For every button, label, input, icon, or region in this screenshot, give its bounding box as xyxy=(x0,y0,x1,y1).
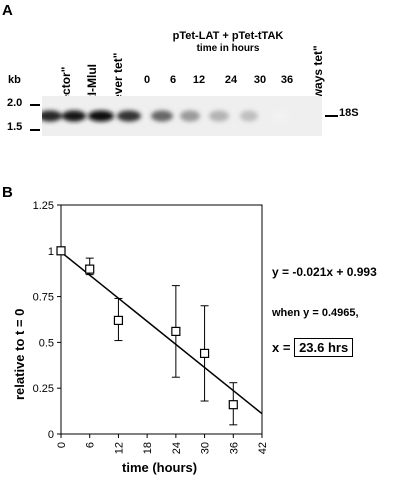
panel-a-letter: A xyxy=(2,2,13,19)
blot-band xyxy=(88,110,114,122)
time-point-label: 24 xyxy=(224,74,238,86)
marker-1-5: 1.5 xyxy=(7,121,23,133)
marker-2-0-tick xyxy=(30,104,40,106)
group-sublabel: time in hours xyxy=(196,43,260,54)
data-point xyxy=(85,264,95,274)
blot-band xyxy=(151,110,173,122)
x-tick-label: 0 xyxy=(56,442,68,448)
blot-band xyxy=(117,110,141,122)
time-point-label: 0 xyxy=(143,74,151,86)
x-tick-label: 42 xyxy=(257,442,269,454)
time-point-label: 6 xyxy=(169,74,177,86)
blot-image xyxy=(42,96,322,136)
condition-text: when y = 0.4965, xyxy=(272,307,359,319)
y-tick-label: 1.25 xyxy=(33,200,54,212)
x-tick-label: 36 xyxy=(228,442,240,454)
marker-2-0: 2.0 xyxy=(7,97,23,109)
fit-line xyxy=(60,251,263,415)
data-point xyxy=(56,246,66,256)
data-point xyxy=(171,326,181,337)
blot-band xyxy=(273,110,289,122)
blot-band xyxy=(42,110,62,122)
x-tick-label: 18 xyxy=(142,442,154,454)
blot-band xyxy=(209,110,229,122)
data-points xyxy=(56,246,238,426)
fit-equation: y = -0.021x + 0.993 xyxy=(272,265,377,279)
marker-1-5-tick xyxy=(30,129,40,131)
x-axis-label: time (hours) xyxy=(122,460,198,475)
data-point xyxy=(113,315,124,326)
plot-frame xyxy=(60,204,263,435)
panel-b-letter: B xyxy=(2,184,13,201)
regression-line xyxy=(60,251,263,415)
y-tick-label: 0.25 xyxy=(33,383,54,395)
plot-area: 0 0.25 0.5 0.75 1 1.25 0 6 12 18 24 30 36 42 xyxy=(33,200,269,454)
kb-label: kb xyxy=(8,74,21,86)
x-tick-label: 30 xyxy=(200,442,212,454)
time-point-label: 36 xyxy=(280,74,294,86)
result-value-box: 23.6 hrs xyxy=(294,338,354,357)
blot-band xyxy=(240,110,258,122)
y-tick-label: 0 xyxy=(48,429,54,441)
data-point xyxy=(199,348,210,358)
group-label: pTet-LAT + pTet-tTAK xyxy=(172,30,284,42)
plot-axes: 0 0.25 0.5 0.75 1 1.25 0 6 12 18 24 30 36 42 xyxy=(33,200,269,454)
time-point-label: 12 xyxy=(192,74,206,86)
blot-band xyxy=(62,110,86,122)
y-tick-label: 0.75 xyxy=(33,292,54,304)
result-prefix: x = xyxy=(272,340,291,355)
y-tick-label: 1 xyxy=(48,246,54,258)
data-point xyxy=(228,400,238,410)
band-label-18s: 18S xyxy=(339,107,359,119)
x-tick-label: 24 xyxy=(171,442,183,454)
band-pointer-line xyxy=(325,115,338,117)
blot-band xyxy=(180,110,200,122)
x-tick-label: 12 xyxy=(113,442,125,454)
time-point-label: 30 xyxy=(253,74,267,86)
x-tick-label: 6 xyxy=(85,442,97,448)
y-axis-label: relative to t = 0 xyxy=(12,308,27,400)
y-tick-label: 0.5 xyxy=(39,337,54,349)
result: x = 23.6 hrs xyxy=(272,338,354,357)
